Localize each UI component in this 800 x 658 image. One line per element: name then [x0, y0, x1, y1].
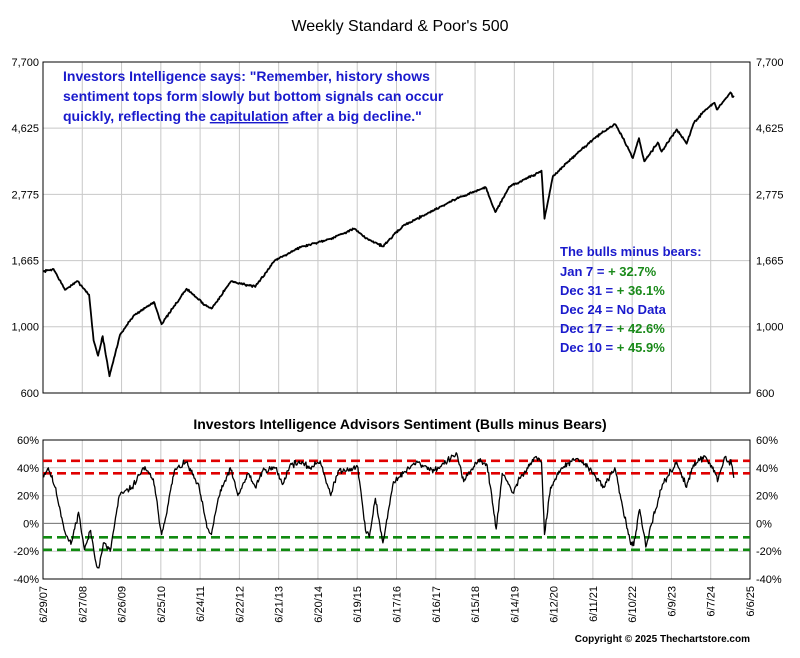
x-axis-date-label: 6/7/24 [706, 586, 718, 617]
bulls-bears-row-value: + 45.9% [617, 340, 666, 355]
x-axis-date-label: 6/15/18 [470, 586, 482, 623]
x-axis-date-label: 6/17/16 [392, 586, 404, 623]
bottom-ytick-right: 20% [756, 491, 778, 503]
x-axis-date-label: 6/11/21 [588, 586, 600, 622]
top-ytick-left: 600 [21, 388, 39, 400]
bottom-ytick-left: 20% [17, 491, 39, 503]
copyright-text: Copyright © 2025 Thechartstore.com [575, 634, 750, 645]
bottom-ytick-right: -40% [756, 574, 782, 586]
ii-quote-line-1: Investors Intelligence says: "Remember, … [63, 68, 430, 84]
sentiment-line [42, 452, 735, 569]
bottom-ytick-right: 40% [756, 463, 778, 475]
bottom-ytick-left: -40% [13, 574, 39, 586]
top-ytick-right: 7,700 [756, 57, 784, 69]
bulls-bears-row: Dec 31 = + 36.1% [560, 283, 665, 298]
bottom-ytick-left: 40% [17, 463, 39, 475]
x-axis-date-label: 6/26/09 [117, 586, 129, 623]
top-ytick-right: 2,775 [756, 189, 784, 201]
bulls-bears-row: Dec 24 = No Data [560, 302, 667, 317]
bulls-bears-row-date: Dec 24 = No Data [560, 302, 667, 317]
bulls-bears-heading: The bulls minus bears: [560, 244, 702, 259]
bulls-bears-row-date: Dec 10 = [560, 340, 617, 355]
bottom-ytick-right: 0% [756, 518, 772, 530]
bulls-bears-row: Dec 10 = + 45.9% [560, 340, 665, 355]
bulls-bears-row-date: Dec 17 = [560, 321, 617, 336]
ii-quote-line-3-start: quickly, reflecting the [63, 108, 210, 124]
bottom-ytick-left: -20% [13, 546, 39, 558]
bulls-bears-row-date: Dec 31 = [560, 283, 617, 298]
x-axis-date-label: 6/14/19 [509, 586, 521, 623]
top-chart-title: Weekly Standard & Poor's 500 [291, 18, 508, 35]
x-axis-date-label: 6/9/23 [666, 586, 678, 617]
x-axis-date-label: 6/21/13 [274, 586, 286, 623]
top-ytick-right: 600 [756, 388, 774, 400]
top-ytick-right: 1,000 [756, 322, 784, 334]
bottom-chart-title: Investors Intelligence Advisors Sentimen… [193, 416, 606, 432]
x-axis-date-label: 6/6/25 [745, 586, 757, 617]
bulls-bears-row-date: Jan 7 = [560, 264, 608, 279]
bottom-ytick-right: 60% [756, 435, 778, 447]
x-axis-date-label: 6/22/12 [234, 586, 246, 623]
bulls-bears-row: Jan 7 = + 32.7% [560, 264, 657, 279]
x-axis-date-label: 6/10/22 [627, 586, 639, 623]
x-axis-date-label: 6/12/20 [549, 586, 561, 623]
x-axis-date-label: 6/19/15 [352, 586, 364, 623]
bottom-ytick-right: -20% [756, 546, 782, 558]
x-axis-date-label: 6/24/11 [195, 586, 207, 622]
bottom-ytick-left: 0% [23, 518, 39, 530]
ii-quote-line-3: quickly, reflecting the capitulation aft… [63, 108, 422, 124]
bulls-bears-row-value: + 32.7% [608, 264, 657, 279]
x-axis-date-label: 6/20/14 [313, 586, 325, 623]
top-ytick-left: 2,775 [11, 189, 39, 201]
sp500-line [42, 91, 735, 378]
bulls-bears-row: Dec 17 = + 42.6% [560, 321, 665, 336]
bottom-ytick-left: 60% [17, 435, 39, 447]
x-axis-date-label: 6/29/07 [38, 586, 50, 623]
top-ytick-left: 1,000 [11, 322, 39, 334]
ii-quote-line-3-end: after a big decline." [288, 108, 421, 124]
x-axis-date-label: 6/27/08 [77, 586, 89, 623]
top-ytick-right: 1,665 [756, 256, 784, 268]
bottom-plot-frame [42, 439, 751, 580]
bulls-bears-row-value: + 42.6% [617, 321, 666, 336]
capitulation-link[interactable]: capitulation [210, 108, 289, 124]
top-ytick-right: 4,625 [756, 123, 784, 135]
top-ytick-left: 7,700 [11, 57, 39, 69]
top-ytick-left: 4,625 [11, 123, 39, 135]
top-plot-frame [42, 61, 751, 394]
x-axis-date-label: 6/16/17 [431, 586, 443, 623]
bulls-bears-row-value: + 36.1% [617, 283, 666, 298]
top-ytick-left: 1,665 [11, 256, 39, 268]
ii-quote-line-2: sentiment tops form slowly but bottom si… [63, 88, 444, 104]
x-axis-date-label: 6/25/10 [156, 586, 168, 623]
